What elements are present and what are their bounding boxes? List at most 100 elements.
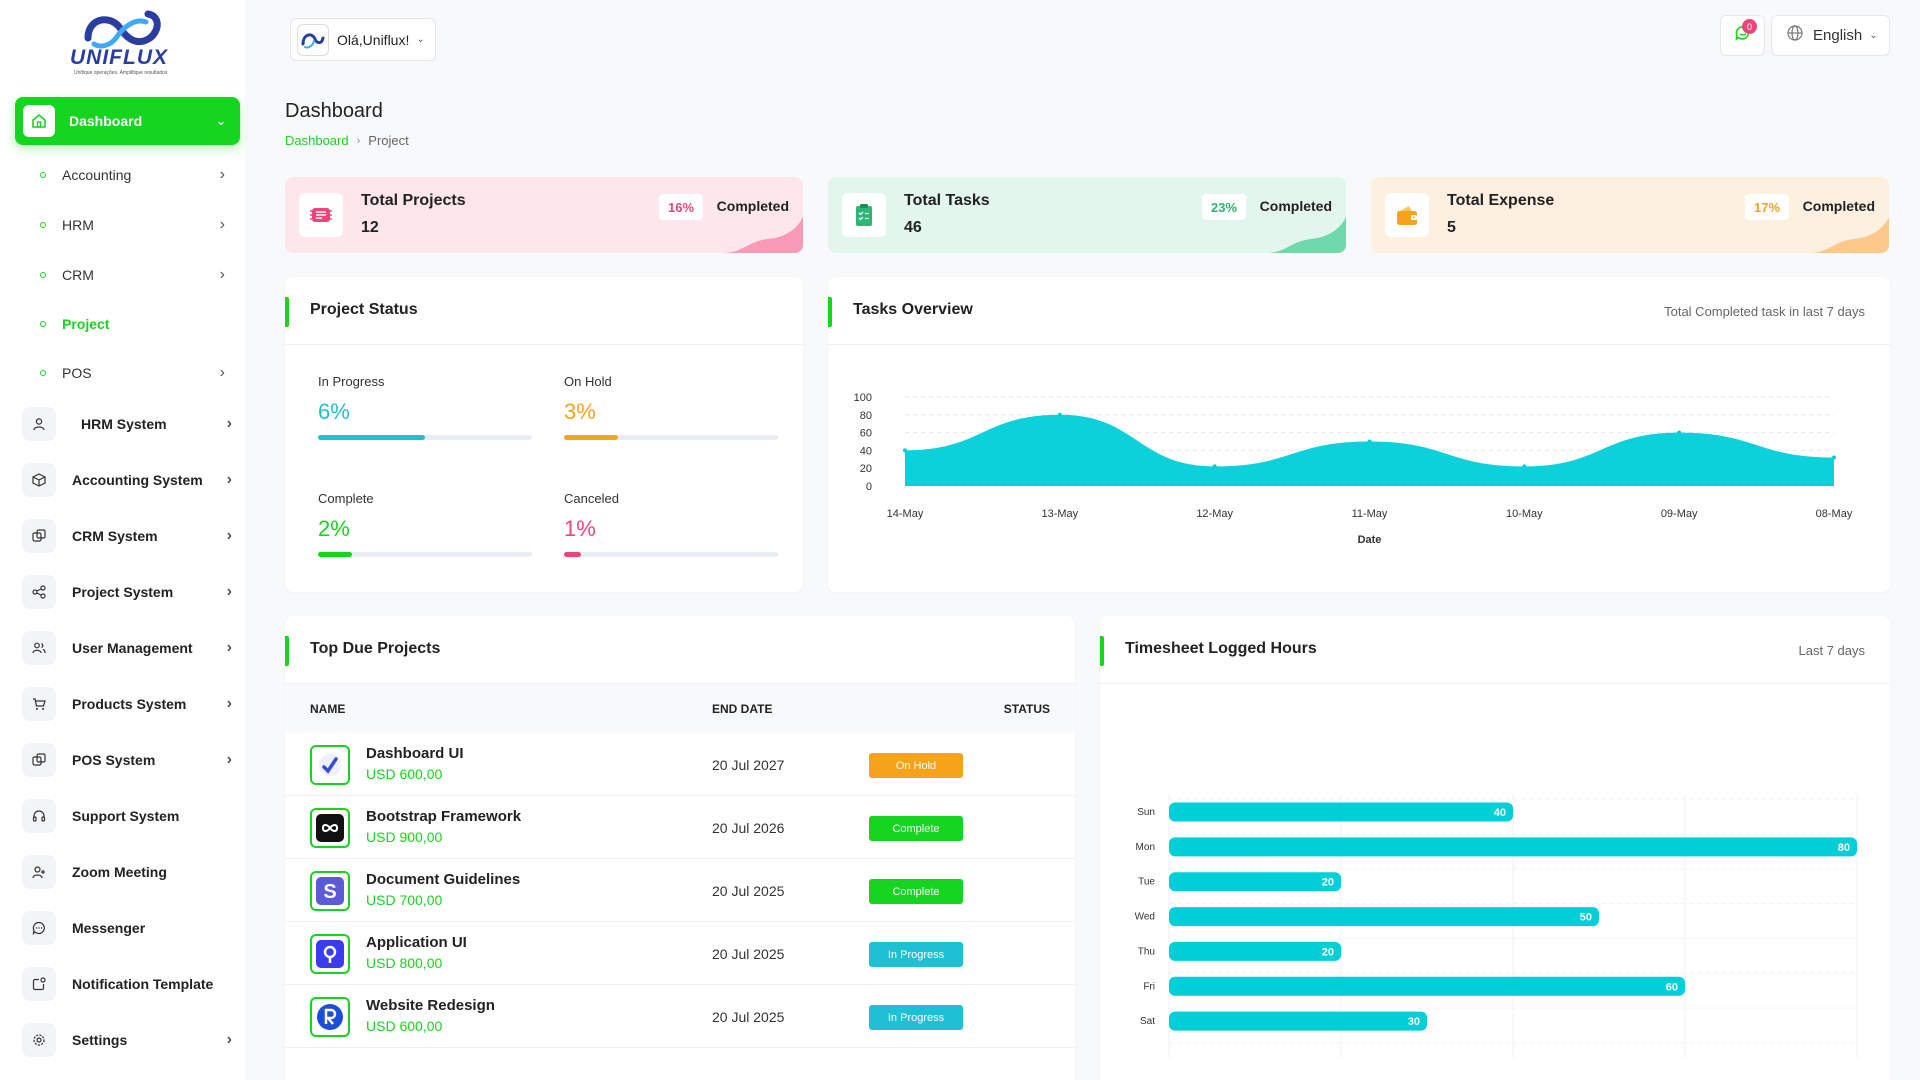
accent-bar [285, 636, 289, 666]
sidebar-item-zoom-meeting[interactable]: Zoom Meeting [22, 855, 232, 889]
project-end-date: 20 Jul 2026 [712, 820, 785, 836]
sidebar-subitem-crm[interactable]: CRM › [40, 263, 225, 287]
stat-card-total-projects: Total Projects 12 16% Completed [285, 177, 803, 253]
x-axis-title: Date [1358, 534, 1382, 546]
dashboard-ui-logo-icon [310, 745, 350, 785]
sidebar-subitem-accounting[interactable]: Accounting › [40, 163, 225, 187]
bar [1169, 907, 1599, 927]
chevron-right-icon: › [219, 266, 225, 283]
column-header-end-date: END DATE [712, 702, 773, 716]
user-menu[interactable]: Olá,Uniflux! ⌄ [290, 18, 436, 61]
language-selector[interactable]: English ⌄ [1771, 15, 1890, 56]
sidebar-subitem-label: Project [62, 316, 110, 332]
sidebar-item-accounting-system[interactable]: Accounting System › [22, 463, 232, 497]
notification-button[interactable]: 0 [1720, 15, 1765, 56]
bootstrap-logo-icon [310, 808, 350, 848]
sidebar-item-settings[interactable]: Settings › [22, 1023, 232, 1057]
card-title: Timesheet Logged Hours [1125, 640, 1317, 657]
bar [1169, 1011, 1427, 1031]
bullet-icon [40, 321, 46, 327]
column-header-status: STATUS [1003, 702, 1050, 716]
stat-label: Total Expense [1447, 192, 1555, 209]
wallet-icon [1385, 193, 1429, 237]
sidebar-subitem-label: HRM [62, 217, 94, 233]
sidebar-item-products-system[interactable]: Products System › [22, 687, 232, 721]
accent-bar [285, 297, 289, 327]
status-value: 3% [564, 399, 596, 424]
bar [1169, 802, 1513, 822]
user-plus-icon [22, 855, 56, 889]
bullet-icon [40, 222, 46, 228]
card-subtitle: Total Completed task in last 7 days [1664, 304, 1865, 319]
sidebar-item-project-system[interactable]: Project System › [22, 575, 232, 609]
table-row[interactable]: Website Redesign USD 600,00 20 Jul 2025 … [285, 985, 1075, 1048]
decorative-wave [723, 217, 803, 253]
share-icon [22, 575, 56, 609]
project-price: USD 800,00 [366, 955, 443, 971]
stat-percent-badge: 23% [1202, 194, 1247, 220]
sidebar-item-support-system[interactable]: Support System [22, 799, 232, 833]
table-row[interactable]: Application UI USD 800,00 20 Jul 2025 In… [285, 922, 1075, 985]
sidebar-item-pos-system[interactable]: POS System › [22, 743, 232, 777]
project-status-card: Project Status In Progress 6% On Hold 3%… [285, 277, 803, 592]
data-label: 20 [1322, 946, 1334, 958]
status-value: 1% [564, 516, 596, 541]
status-label: Complete [318, 491, 374, 506]
box-icon [22, 463, 56, 497]
user-icon [22, 407, 56, 441]
progress-fill [318, 552, 353, 557]
card-title: Tasks Overview [853, 301, 973, 318]
sidebar-item-user-management[interactable]: User Management › [22, 631, 232, 665]
y-tick-label: 20 [860, 463, 872, 475]
project-name: Application UI [366, 934, 467, 951]
sidebar-item-label: Products System [72, 696, 187, 712]
bullet-icon [40, 370, 46, 376]
data-point [1212, 464, 1217, 469]
stat-status-label: Completed [1802, 198, 1875, 214]
sidebar-item-crm-system[interactable]: CRM System › [22, 519, 232, 553]
card-title: Project Status [310, 301, 418, 318]
chevron-right-icon: › [226, 639, 232, 656]
status-value: 2% [318, 516, 350, 541]
status-label: In Progress [318, 374, 385, 389]
sidebar-subitem-pos[interactable]: POS › [40, 361, 225, 385]
sidebar-item-messenger[interactable]: Messenger [22, 911, 232, 945]
x-tick-label: 08-May [1816, 508, 1853, 520]
document-logo-icon: S [310, 871, 350, 911]
status-canceled: Canceled 1% [564, 491, 778, 557]
brand-logo-icon [84, 10, 161, 49]
brand-logo[interactable]: UNIFLUX Unifique operações. Amplifique r… [68, 8, 184, 78]
table-row[interactable]: Dashboard UI USD 600,00 20 Jul 2027 On H… [285, 733, 1075, 796]
bar [1169, 872, 1341, 892]
website-logo-icon [310, 997, 350, 1037]
data-label: 60 [1666, 981, 1678, 993]
sidebar-subitem-hrm[interactable]: HRM › [40, 213, 225, 237]
sidebar-item-label: Zoom Meeting [72, 864, 167, 880]
table-row[interactable]: S Document Guidelines USD 700,00 20 Jul … [285, 859, 1075, 922]
tasks-overview-card: Tasks Overview Total Completed task in l… [828, 277, 1890, 592]
project-end-date: 20 Jul 2025 [712, 883, 785, 899]
status-badge: Complete [869, 816, 963, 841]
progress-track [318, 552, 532, 557]
area-series-fill [905, 414, 1834, 486]
top-due-projects-card: Top Due Projects NAME END DATE STATUS Da… [285, 616, 1075, 1080]
breadcrumb-current: Project [368, 133, 409, 148]
project-end-date: 20 Jul 2025 [712, 1009, 785, 1025]
table-row[interactable]: Bootstrap Framework USD 900,00 20 Jul 20… [285, 796, 1075, 859]
bullet-icon [40, 172, 46, 178]
sidebar-item-hrm-system[interactable]: HRM System › [22, 407, 232, 441]
status-label: On Hold [564, 374, 612, 389]
card-header: Tasks Overview Total Completed task in l… [828, 277, 1890, 345]
notification-badge: 0 [1742, 19, 1757, 34]
breadcrumb-link[interactable]: Dashboard [285, 133, 349, 148]
sidebar-subitem-project[interactable]: Project [40, 312, 225, 336]
sidebar-item-notification-template[interactable]: Notification Template [22, 967, 232, 1001]
y-tick-label: Mon [1136, 842, 1155, 853]
status-badge: In Progress [869, 942, 963, 967]
status-badge: In Progress [869, 1005, 963, 1030]
data-point [1677, 430, 1682, 435]
application-logo-icon [310, 934, 350, 974]
project-end-date: 20 Jul 2027 [712, 757, 785, 773]
sidebar-item-dashboard[interactable]: Dashboard ⌄ [15, 97, 240, 145]
sidebar-item-label: Settings [72, 1032, 128, 1048]
